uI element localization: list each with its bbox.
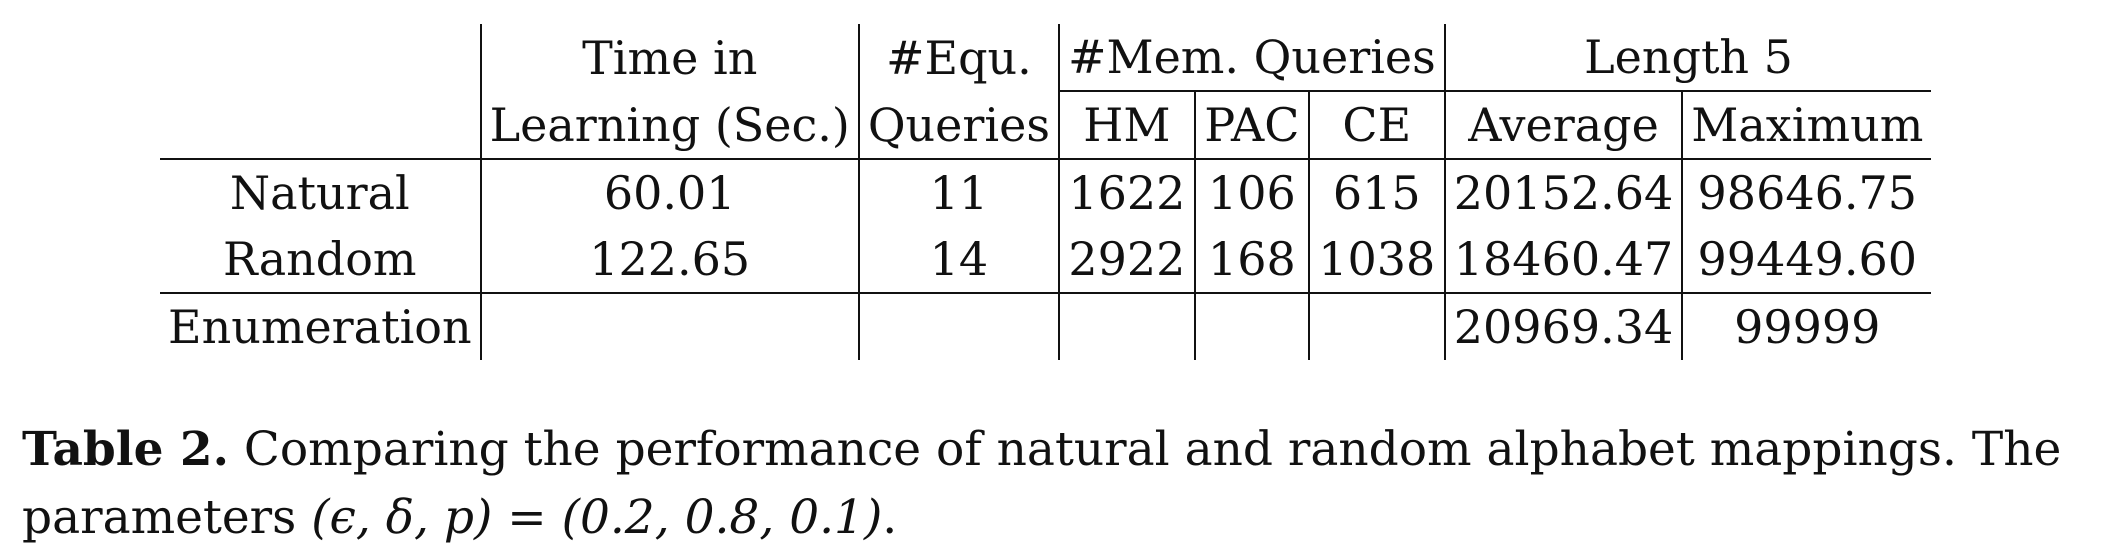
row-label: Natural <box>160 158 481 226</box>
cell-hm <box>1057 292 1195 360</box>
header-ce: CE <box>1307 90 1445 159</box>
caption-label: Table 2. <box>22 422 229 477</box>
caption-end: . <box>882 490 898 545</box>
row-label: Random <box>223 232 417 286</box>
cell-equ <box>857 292 1059 360</box>
cell-ce: 1038 <box>1307 226 1445 293</box>
cell-hm: 2922 <box>1057 226 1195 293</box>
cell-time: 122.65 <box>479 226 859 293</box>
cell-average: 18460.47 <box>1443 226 1683 293</box>
cell-pac: 106 <box>1193 158 1309 226</box>
cell-ce <box>1307 292 1445 360</box>
caption-text: Comparing the performance of natural and… <box>22 422 2062 545</box>
cell-equ: 11 <box>857 158 1059 226</box>
header-row-2: Learning (Sec.) Queries HM PAC CE Averag… <box>160 90 1932 159</box>
header-average: Average <box>1443 90 1683 159</box>
row-label: Enumeration <box>160 292 481 360</box>
cell-time <box>479 292 859 360</box>
cell-maximum: 98646.75 <box>1681 158 1932 226</box>
table-row: Natural 60.01 11 1622 106 615 20152.64 9… <box>160 158 1932 226</box>
caption-math: (ϵ, δ, p) = (0.2, 0.8, 0.1) <box>311 490 883 545</box>
header-maximum: Maximum <box>1681 90 1932 159</box>
header-equ-line2: Queries <box>857 91 1059 159</box>
corner-cell <box>160 24 481 159</box>
cell-equ: 14 <box>857 226 1059 293</box>
cell-average: 20152.64 <box>1443 158 1683 226</box>
cell-average: 20969.34 <box>1443 292 1683 360</box>
header-length-5: Length 5 <box>1443 24 1932 91</box>
cell-pac <box>1193 292 1309 360</box>
header-time-line1: Time in <box>479 24 859 91</box>
cell-time: 60.01 <box>479 158 859 226</box>
header-equ-line1: #Equ. <box>857 24 1059 91</box>
header-time-line2: Learning (Sec.) <box>479 91 859 159</box>
table-row: Enumeration 20969.34 99999 <box>160 292 1932 360</box>
header-mem-queries: #Mem. Queries <box>1057 24 1445 91</box>
cell-ce: 615 <box>1307 158 1445 226</box>
header-row-1: Time in #Equ. #Mem. Queries Length 5 <box>160 24 1932 91</box>
header-pac: PAC <box>1193 90 1309 159</box>
results-table: Time in #Equ. #Mem. Queries Length 5 Lea… <box>160 24 1932 360</box>
cell-hm: 1622 <box>1057 158 1195 226</box>
table-row: Random 122.65 14 2922 168 1038 18460.47 … <box>160 226 1932 293</box>
cell-maximum: 99449.60 <box>1681 226 1932 293</box>
cell-maximum: 99999 <box>1681 292 1932 360</box>
cell-pac: 168 <box>1193 226 1309 293</box>
header-hm: HM <box>1057 90 1195 159</box>
table-caption: Table 2. Comparing the performance of na… <box>22 416 2112 552</box>
